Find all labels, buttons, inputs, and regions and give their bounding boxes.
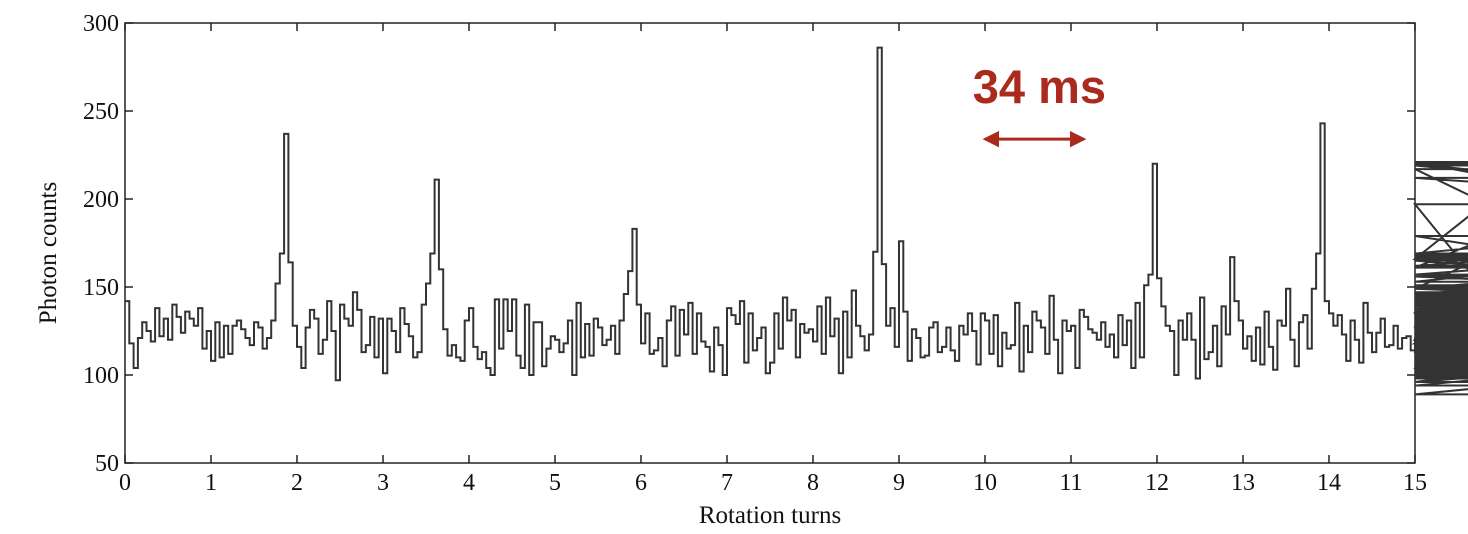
y-tick-label-300: 300 — [83, 11, 119, 37]
plot-frame — [124, 22, 1416, 464]
photon-counts-series-line — [125, 46, 1468, 396]
x-tick-label-3: 3 — [377, 470, 389, 496]
x-tick-label-10: 10 — [973, 470, 997, 496]
x-axis-title: Rotation turns — [699, 502, 841, 529]
x-tick-label-1: 1 — [205, 470, 217, 496]
x-tick-label-9: 9 — [893, 470, 905, 496]
period-annotation-label: 34 ms — [973, 60, 1106, 113]
x-tick-label-6: 6 — [635, 470, 647, 496]
x-tick-label-4: 4 — [463, 470, 475, 496]
y-tick-label-100: 100 — [83, 363, 119, 389]
x-tick-label-14: 14 — [1317, 470, 1341, 496]
x-tick-label-11: 11 — [1059, 470, 1082, 496]
x-tick-label-8: 8 — [807, 470, 819, 496]
x-tick-label-2: 2 — [291, 470, 303, 496]
x-tick-label-12: 12 — [1145, 470, 1169, 496]
x-tick-label-5: 5 — [549, 470, 561, 496]
x-tick-label-7: 7 — [721, 470, 733, 496]
y-tick-label-50: 50 — [95, 451, 119, 477]
y-tick-label-250: 250 — [83, 99, 119, 125]
y-axis-ticks — [125, 22, 1415, 464]
y-axis-tick-labels: 50 100 150 200 250 300 — [83, 11, 119, 477]
x-tick-label-13: 13 — [1231, 470, 1255, 496]
y-axis-title: Photon counts — [35, 182, 62, 324]
x-tick-label-0: 0 — [119, 470, 131, 496]
y-tick-label-200: 200 — [83, 187, 119, 213]
x-axis-tick-labels: 0 1 2 3 4 5 6 7 8 9 10 11 12 13 14 15 — [119, 470, 1427, 496]
x-tick-label-15: 15 — [1403, 470, 1427, 496]
y-tick-label-150: 150 — [83, 275, 119, 301]
x-axis-ticks — [124, 23, 1416, 463]
